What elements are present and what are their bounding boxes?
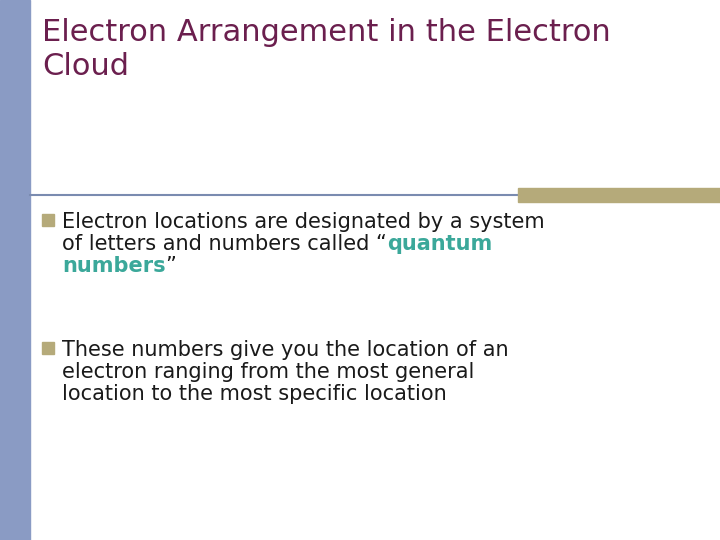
Bar bbox=[518, 188, 720, 202]
Text: electron ranging from the most general: electron ranging from the most general bbox=[62, 362, 474, 382]
Text: quantum: quantum bbox=[387, 234, 492, 254]
Text: Electron locations are designated by a system: Electron locations are designated by a s… bbox=[62, 212, 544, 232]
Text: Cloud: Cloud bbox=[42, 52, 129, 81]
Bar bbox=[42, 342, 54, 354]
Text: numbers: numbers bbox=[62, 256, 166, 276]
Text: location to the most specific location: location to the most specific location bbox=[62, 384, 446, 404]
Text: Electron Arrangement in the Electron: Electron Arrangement in the Electron bbox=[42, 18, 611, 47]
Text: of letters and numbers called “: of letters and numbers called “ bbox=[62, 234, 387, 254]
Text: These numbers give you the location of an: These numbers give you the location of a… bbox=[62, 340, 508, 360]
Text: ”: ” bbox=[166, 256, 176, 276]
Bar bbox=[42, 214, 54, 226]
Bar bbox=[0, 0, 30, 540]
